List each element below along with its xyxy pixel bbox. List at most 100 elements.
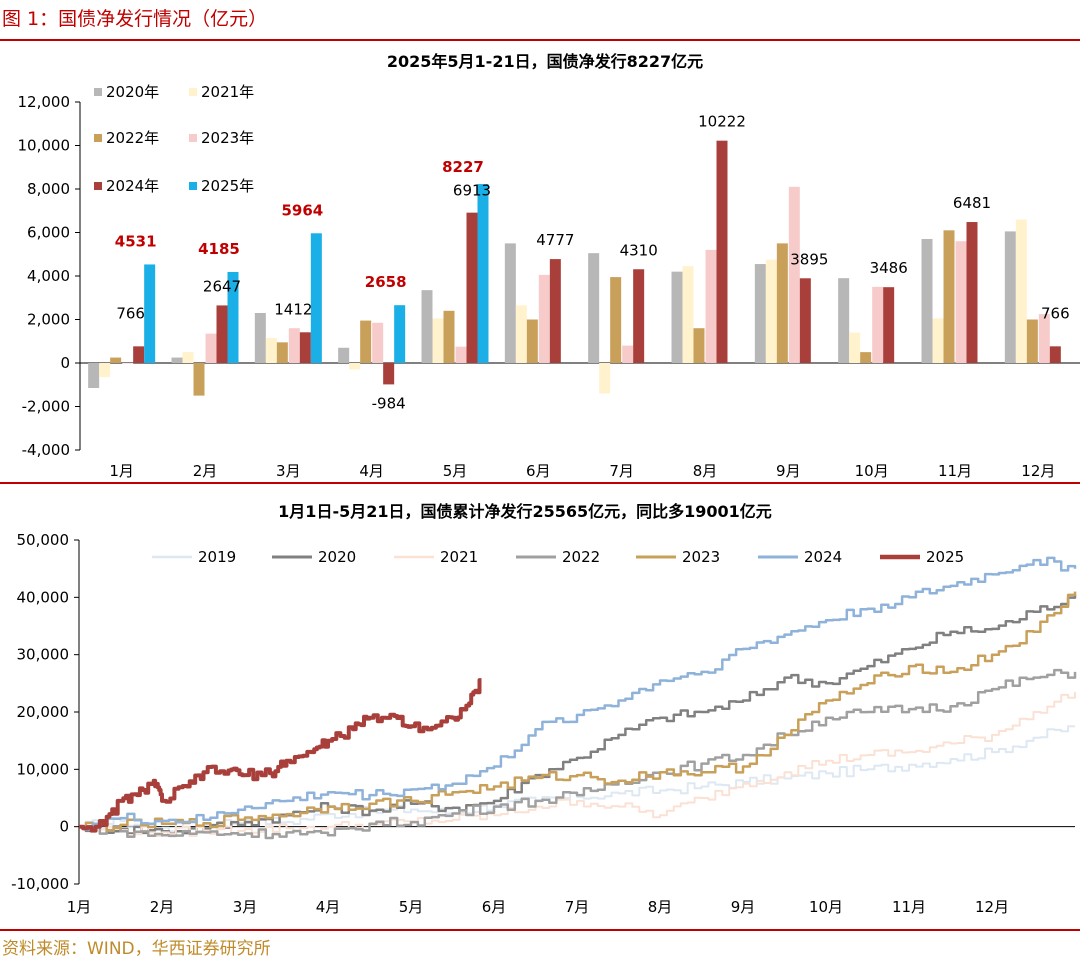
series-line-2024 (79, 556, 1077, 831)
legend-label: 2021 (440, 548, 478, 566)
line-plot-area: 50,000 40,000 30,000 20,000 10,000 0 -10,000 1月… (11, 531, 1077, 916)
legend-label: 2025年 (201, 177, 254, 195)
data-label-2025: 4531 (115, 232, 157, 250)
bar-x-tick-label: 2月 (193, 462, 218, 480)
bar-x-tick-label: 10月 (855, 462, 889, 480)
bar-2021年-10月 (849, 332, 861, 363)
legend-swatch (94, 88, 102, 96)
legend-label: 2023年 (201, 129, 254, 147)
legend-swatch (94, 134, 102, 142)
bar-plot-area: 12,000 10,000 8,000 6,000 4,000 2,000 0 -2,000 -… (18, 83, 1080, 480)
bar-2023年-2月 (205, 333, 217, 363)
legend-label: 2020年 (106, 83, 159, 101)
data-label-2024: -984 (372, 394, 406, 412)
line-x-tick-label: 6月 (482, 898, 507, 916)
bar-x-tick-label: 8月 (693, 462, 718, 480)
bar-2023年-10月 (872, 286, 884, 363)
data-label-2024: 766 (116, 304, 145, 322)
bar-2025年-3月 (310, 233, 322, 363)
bar-2023年-8月 (705, 249, 717, 363)
data-label-2024: 2647 (203, 277, 241, 295)
bar-x-tick-label: 3月 (276, 462, 301, 480)
bar-2020年-2月 (171, 357, 183, 363)
data-label-2024: 4777 (536, 231, 574, 249)
bar-2023年-3月 (288, 328, 300, 363)
bar-2021年-4月 (349, 363, 361, 370)
bar-y-tick-label: -2,000 (22, 398, 70, 416)
bar-2021年-7月 (599, 363, 611, 394)
series-line-2020 (79, 594, 1077, 835)
bar-y-tick-label: 12,000 (18, 93, 71, 111)
bar-x-tick-label: 5月 (443, 462, 468, 480)
series-line-2023 (79, 591, 1077, 832)
legend-label: 2020 (318, 548, 356, 566)
data-label-2024: 6913 (453, 182, 491, 200)
series-line-2025 (79, 678, 482, 833)
line-y-tick-label: -10,000 (11, 875, 69, 893)
legend-label: 2024年 (106, 177, 159, 195)
bar-y-tick-label: 4,000 (27, 267, 70, 285)
bar-2022年-7月 (610, 277, 622, 363)
bar-2021年-6月 (515, 305, 527, 363)
bar-2024年-4月 (383, 363, 395, 385)
series-line-2021 (79, 691, 1076, 837)
bar-2022年-9月 (776, 243, 788, 363)
bar-x-tick-label: 11月 (938, 462, 972, 480)
bar-2024年-8月 (716, 140, 728, 363)
bar-2025年-4月 (394, 305, 406, 363)
data-label-2025: 5964 (281, 201, 323, 219)
bar-x-tick-label: 1月 (109, 462, 134, 480)
bar-x-tick-label: 12月 (1021, 462, 1055, 480)
bar-2023年-4月 (372, 322, 384, 363)
bar-x-tick-label: 7月 (609, 462, 634, 480)
legend-label: 2022 (562, 548, 600, 566)
line-x-tick-label: 8月 (648, 898, 673, 916)
data-label-2025: 4185 (198, 240, 240, 258)
line-x-tick-label: 1月 (67, 898, 92, 916)
data-label-2024: 6481 (953, 194, 991, 212)
bar-2020年-10月 (838, 278, 850, 363)
bar-chart: 2025年5月1-21日，国债净发行8227亿元 12,000 10,000 8,0… (18, 52, 1080, 480)
data-label-2024: 766 (1041, 304, 1070, 322)
bar-2022年-1月 (110, 357, 122, 363)
series-line-2022 (79, 668, 1077, 840)
bar-2023年-7月 (622, 345, 634, 363)
bar-2022年-12月 (1026, 319, 1038, 363)
bar-2025年-2月 (227, 271, 239, 363)
legend-swatch (189, 88, 197, 96)
line-x-tick-label: 12月 (975, 898, 1009, 916)
data-label-2024: 1412 (274, 300, 312, 318)
bar-2023年-6月 (538, 274, 550, 363)
bar-2022年-4月 (360, 320, 372, 363)
line-y-tick-label: 20,000 (17, 703, 70, 721)
legend-label: 2025 (926, 548, 964, 566)
bar-2020年-9月 (754, 264, 766, 363)
bar-2022年-2月 (193, 363, 205, 396)
source-note: 资料来源：WIND，华西证券研究所 (2, 939, 271, 959)
legend-label: 2019 (198, 548, 236, 566)
line-chart-title: 1月1日-5月21日，国债累计净发行25565亿元，同比多19001亿元 (278, 502, 772, 521)
line-y-tick-label: 40,000 (17, 588, 70, 606)
line-x-tick-label: 5月 (399, 898, 424, 916)
line-x-tick-label: 7月 (565, 898, 590, 916)
bar-2020年-6月 (504, 243, 516, 363)
data-label-2024: 10222 (698, 113, 746, 131)
bar-y-tick-label: 2,000 (27, 311, 70, 329)
bar-2021年-12月 (1015, 219, 1027, 363)
bar-2022年-11月 (943, 230, 955, 363)
line-y-tick-label: 30,000 (17, 646, 70, 664)
bar-2022年-8月 (693, 328, 705, 363)
legend-swatch (94, 182, 102, 190)
bar-2022年-3月 (276, 342, 288, 363)
bar-2024年-11月 (966, 222, 978, 363)
bar-2022年-6月 (526, 319, 538, 363)
legend-label: 2023 (682, 548, 720, 566)
bar-2021年-3月 (265, 337, 277, 363)
bar-2021年-11月 (932, 318, 944, 363)
bar-2023年-1月 (122, 363, 134, 364)
bar-2020年-3月 (254, 312, 266, 363)
bar-2020年-5月 (421, 290, 433, 363)
bar-2024年-5月 (466, 212, 478, 363)
bar-2023年-9月 (788, 186, 800, 363)
bar-2021年-2月 (182, 352, 194, 363)
